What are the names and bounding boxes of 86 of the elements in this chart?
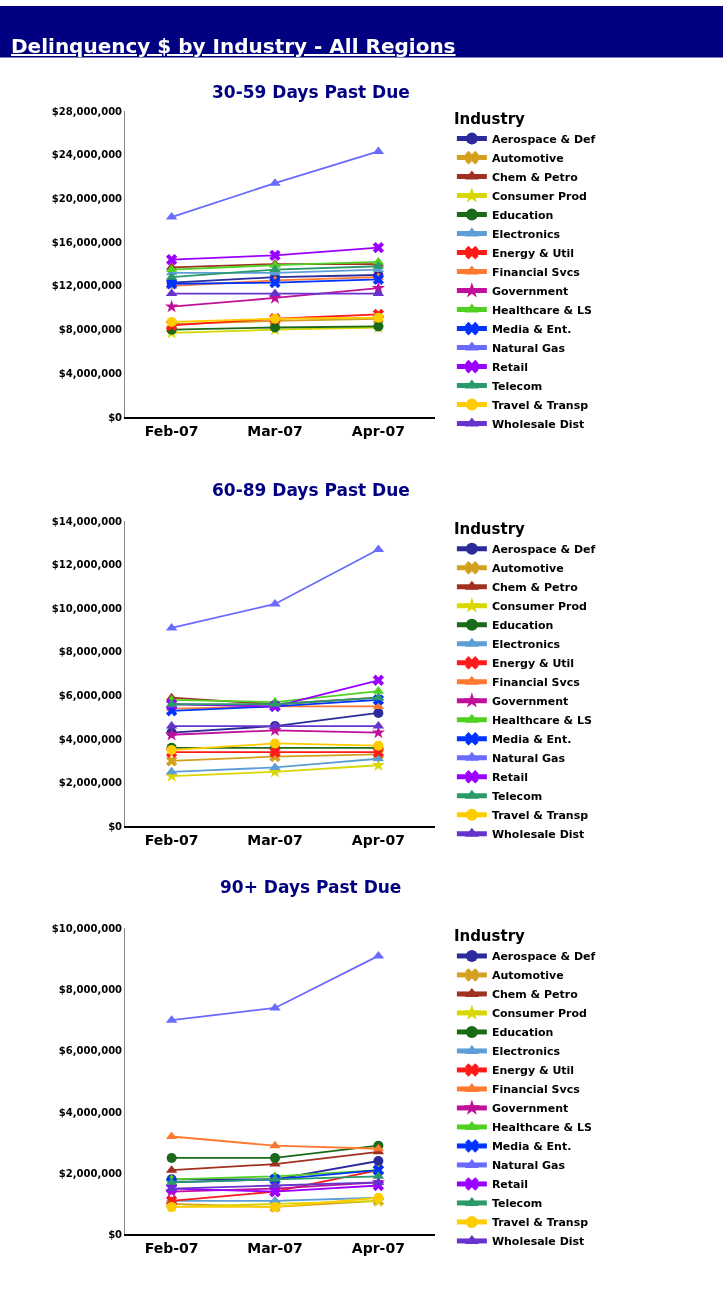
- y-tick-label: $0: [108, 1228, 123, 1240]
- legend-label: Aerospace & Def: [491, 132, 596, 146]
- legend-label: Automotive: [491, 151, 564, 165]
- legend-label: Travel & Transp: [491, 398, 589, 412]
- legend-label: Education: [491, 619, 554, 633]
- x-tick-label: Apr-07: [351, 422, 405, 439]
- legend-title: Industry: [453, 927, 526, 946]
- legend-label: Healthcare & LS: [491, 714, 592, 728]
- x-tick-label: Apr-07: [351, 1240, 405, 1257]
- chart-subtitle: 30-59 Days Past Due: [212, 82, 410, 102]
- y-tick-label: $0: [108, 411, 123, 423]
- legend-label: Healthcare & LS: [491, 303, 592, 317]
- legend-label: Retail: [491, 771, 529, 785]
- x-tick-label: Feb-07: [144, 422, 199, 439]
- y-tick-label: $4,000,000: [58, 733, 123, 745]
- y-tick-label: $12,000,000: [51, 280, 123, 292]
- y-tick-label: $14,000,000: [51, 515, 123, 527]
- y-tick-label: $24,000,000: [51, 149, 123, 161]
- legend-label: Government: [491, 284, 569, 298]
- y-tick-label: $12,000,000: [51, 559, 123, 571]
- y-tick-label: $20,000,000: [51, 192, 123, 204]
- y-tick-label: $4,000,000: [58, 1106, 123, 1118]
- x-tick-label: Mar-07: [247, 1240, 303, 1257]
- y-tick-label: $10,000,000: [51, 602, 123, 614]
- y-tick-label: $2,000,000: [58, 777, 123, 789]
- legend-title: Industry: [453, 520, 526, 539]
- legend-label: Chem & Petro: [491, 170, 579, 184]
- legend-label: Media & Ent.: [491, 733, 572, 747]
- y-tick-label: $0: [108, 820, 123, 832]
- legend-label: Telecom: [491, 1197, 543, 1211]
- legend-label: Wholesale Dist: [491, 1235, 585, 1249]
- y-tick-label: $8,000,000: [58, 324, 123, 336]
- legend-title: Industry: [453, 110, 526, 129]
- legend-label: Electronics: [491, 227, 561, 241]
- legend-label: Natural Gas: [491, 341, 566, 355]
- y-tick-label: $6,000,000: [58, 1045, 123, 1057]
- legend-label: Telecom: [491, 790, 543, 804]
- chart-title: 90+ Days Past Due: [220, 877, 402, 897]
- legend-label: Retail: [491, 1178, 529, 1192]
- chart-title: 60-89 Days Past Due: [212, 480, 410, 500]
- legend-label: Consumer Prod: [491, 1007, 587, 1021]
- legend-label: Energy & Util: [491, 657, 575, 671]
- y-tick-label: $6,000,000: [58, 690, 123, 702]
- legend-label: Travel & Transp: [491, 1216, 589, 1230]
- legend-label: Wholesale Dist: [491, 828, 585, 842]
- legend-label: Chem & Petro: [491, 988, 579, 1002]
- chart-title: Delinquency $ by Industry - All Regions: [11, 34, 456, 58]
- legend-label: Consumer Prod: [491, 189, 587, 203]
- legend-label: Media & Ent.: [491, 1140, 572, 1154]
- legend-label: Media & Ent.: [491, 322, 572, 336]
- legend-label: Retail: [491, 360, 529, 374]
- legend-label: Aerospace & Def: [491, 950, 596, 964]
- legend-label: Consumer Prod: [491, 600, 587, 614]
- y-tick-label: $28,000,000: [51, 105, 123, 117]
- x-tick-label: Mar-07: [247, 422, 303, 439]
- legend-label: Financial Svcs: [491, 676, 581, 690]
- legend-label: Financial Svcs: [491, 1083, 581, 1097]
- legend-label: Government: [491, 695, 569, 709]
- y-tick-label: $2,000,000: [58, 1167, 123, 1179]
- x-tick-label: Feb-07: [144, 1240, 199, 1257]
- y-tick-label: $8,000,000: [58, 646, 123, 658]
- y-tick-label: $10,000,000: [51, 922, 123, 934]
- legend-label: Automotive: [491, 969, 564, 983]
- legend-label: Chem & Petro: [491, 581, 579, 595]
- x-tick-label: Apr-07: [351, 831, 405, 848]
- legend-label: Healthcare & LS: [491, 1121, 592, 1135]
- x-tick-label: Mar-07: [247, 831, 303, 848]
- legend-label: Travel & Transp: [491, 809, 589, 823]
- legend-label: Education: [491, 1026, 554, 1040]
- legend-label: Aerospace & Def: [491, 543, 596, 557]
- legend-label: Electronics: [491, 1045, 561, 1059]
- legend-label: Automotive: [491, 562, 564, 576]
- legend-label: Natural Gas: [491, 752, 566, 766]
- legend-label: Natural Gas: [491, 1159, 566, 1173]
- legend-label: Education: [491, 208, 554, 222]
- legend-label: Energy & Util: [491, 246, 575, 260]
- legend-label: Electronics: [491, 638, 561, 652]
- legend-label: Energy & Util: [491, 1064, 575, 1078]
- y-tick-label: $4,000,000: [58, 367, 123, 379]
- y-tick-label: $8,000,000: [58, 984, 123, 996]
- legend-label: Wholesale Dist: [491, 417, 585, 431]
- y-tick-label: $16,000,000: [51, 236, 123, 248]
- legend-label: Financial Svcs: [491, 265, 581, 279]
- legend-label: Government: [491, 1102, 569, 1116]
- legend-label: Telecom: [491, 379, 543, 393]
- x-tick-label: Feb-07: [144, 831, 199, 848]
